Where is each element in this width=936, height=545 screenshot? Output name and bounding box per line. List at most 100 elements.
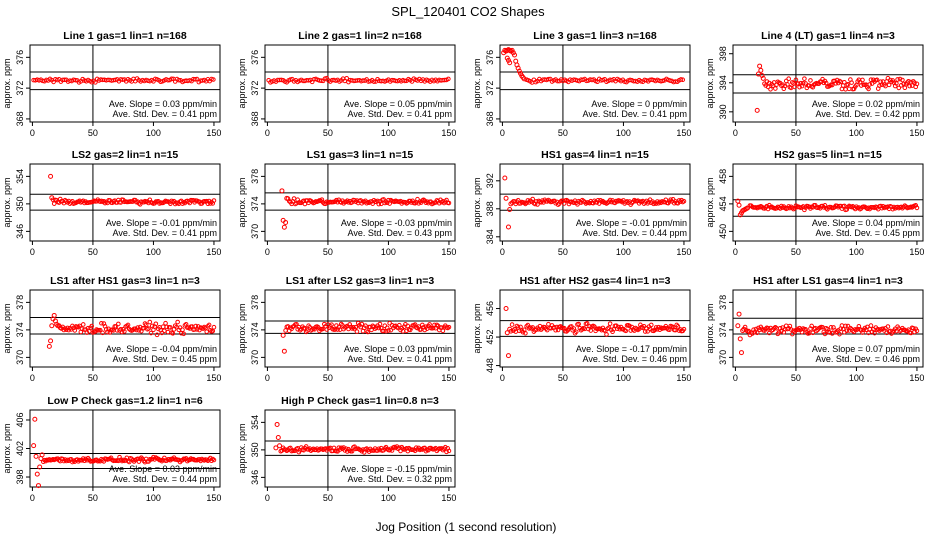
data-point	[409, 325, 414, 331]
data-point-transient	[48, 338, 54, 344]
data-point	[886, 82, 892, 88]
data-point-transient	[49, 195, 55, 201]
data-point-transient	[277, 443, 283, 449]
data-point	[754, 330, 760, 336]
panel-7: HS1 gas=4 lin=1 n=15 0 50 100 150 384 388 392ap…	[472, 149, 691, 257]
panel-6: LS1 gas=3 lin=1 n=15 0 50 100 150 370 374 378ap…	[237, 149, 456, 257]
y-tick-label: 350	[15, 196, 25, 211]
slope-annotation: Ave. Slope = 0.03 ppm/min	[109, 99, 217, 109]
plot-frame	[264, 409, 456, 488]
data-point	[415, 196, 420, 202]
y-tick-label: 390	[718, 104, 728, 119]
panel-13: Low P Check gas=1.2 lin=1 n=6 0 50 100 150 39…	[2, 395, 221, 503]
data-point	[446, 76, 451, 82]
data-point-transient	[760, 75, 766, 81]
data-point	[845, 82, 851, 87]
panel-9: LS1 after HS1 gas=3 lin=1 n=3 0 50 100 150 37…	[2, 275, 221, 383]
data-point-transient	[735, 323, 741, 329]
y-tick-label: 458	[718, 169, 728, 184]
data-point	[546, 321, 551, 327]
y-tick-label: 454	[718, 196, 728, 211]
panel-11: HS1 after HS2 gas=4 lin=1 n=3 0 50 100 150 44…	[472, 275, 691, 383]
panel-title: LS1 gas=3 lin=1 n=15	[307, 149, 414, 161]
data-point	[518, 324, 523, 330]
data-point-transient	[273, 445, 279, 451]
x-tick-label: 0	[265, 373, 270, 383]
x-tick-label: 0	[500, 128, 505, 138]
x-tick-label: 150	[676, 128, 691, 138]
data-point	[169, 76, 174, 82]
x-tick-label: 50	[791, 128, 801, 138]
x-tick-label: 0	[30, 247, 35, 257]
data-point	[62, 77, 67, 83]
data-point-transient	[49, 323, 55, 329]
data-point	[122, 329, 127, 334]
slope-annotation: Ave. Slope = 0.03 ppm/min	[109, 464, 217, 474]
figure-title: SPL_120401 CO2 Shapes	[391, 4, 545, 19]
data-point	[520, 329, 526, 335]
y-tick-label: 450	[718, 224, 728, 239]
data-point	[648, 322, 654, 328]
data-point	[804, 85, 810, 91]
data-point	[846, 86, 852, 92]
data-point-transient	[503, 195, 509, 201]
data-point	[163, 320, 168, 326]
data-point	[80, 456, 86, 461]
panel-title: HS2 gas=5 lin=1 n=15	[774, 149, 882, 161]
data-point-transient	[34, 471, 40, 477]
std-dev-annotation: Ave. Std. Dev. = 0.45 ppm	[816, 228, 920, 238]
std-dev-annotation: Ave. Std. Dev. = 0.42 ppm	[816, 109, 920, 119]
data-point-transient	[281, 224, 287, 230]
data-point	[623, 328, 629, 334]
plot-frame	[732, 44, 924, 123]
data-point-transient	[503, 306, 509, 312]
x-tick-label: 0	[30, 373, 35, 383]
y-tick-label: 350	[250, 442, 260, 457]
data-point	[397, 322, 402, 328]
data-point	[329, 322, 334, 328]
slope-annotation: Ave. Slope = 0 ppm/min	[591, 99, 687, 109]
data-point	[97, 327, 103, 333]
data-point	[800, 80, 806, 86]
y-axis-label: approx. ppm	[705, 177, 715, 227]
panel-2: Line 2 gas=1 lin=2 n=168 0 50 100 150 368 372 3…	[237, 30, 456, 138]
data-point	[555, 78, 560, 84]
std-dev-annotation: Ave. Std. Dev. = 0.46 ppm	[816, 354, 920, 364]
y-tick-label: 374	[718, 322, 728, 337]
y-tick-label: 354	[250, 415, 260, 430]
data-point	[868, 77, 874, 83]
data-point	[914, 81, 920, 87]
y-tick-label: 372	[485, 81, 495, 96]
panel-10: LS1 after LS2 gas=3 lin=1 n=3 0 50 100 150 37…	[237, 275, 456, 383]
data-point	[306, 78, 311, 83]
data-point	[843, 86, 848, 92]
y-tick-label: 456	[485, 301, 495, 316]
y-tick-label: 388	[485, 201, 495, 216]
x-tick-label: 100	[616, 128, 631, 138]
data-point	[810, 330, 816, 336]
x-tick-label: 50	[558, 128, 568, 138]
y-axis-label: approx. ppm	[472, 58, 482, 108]
data-point	[170, 331, 176, 336]
y-tick-label: 378	[15, 295, 25, 310]
data-point	[802, 76, 807, 81]
x-tick-label: 0	[265, 247, 270, 257]
x-tick-label: 150	[441, 128, 456, 138]
y-axis-label: approx. ppm	[472, 303, 482, 353]
data-point	[530, 325, 535, 330]
plot-frame	[499, 289, 691, 368]
data-point	[837, 331, 842, 337]
std-dev-annotation: Ave. Std. Dev. = 0.44 ppm	[583, 228, 687, 238]
data-point	[852, 206, 858, 212]
data-point	[681, 326, 687, 332]
data-point	[147, 319, 153, 325]
std-dev-annotation: Ave. Std. Dev. = 0.45 ppm	[113, 354, 217, 364]
y-axis-label: approx. ppm	[472, 177, 482, 227]
panel-title: LS1 after LS2 gas=3 lin=1 n=3	[286, 275, 435, 287]
x-tick-label: 150	[206, 493, 221, 503]
data-point	[822, 331, 828, 337]
data-point	[914, 328, 920, 334]
data-point	[365, 329, 371, 335]
data-point	[149, 323, 155, 329]
data-point-transient	[283, 219, 289, 225]
